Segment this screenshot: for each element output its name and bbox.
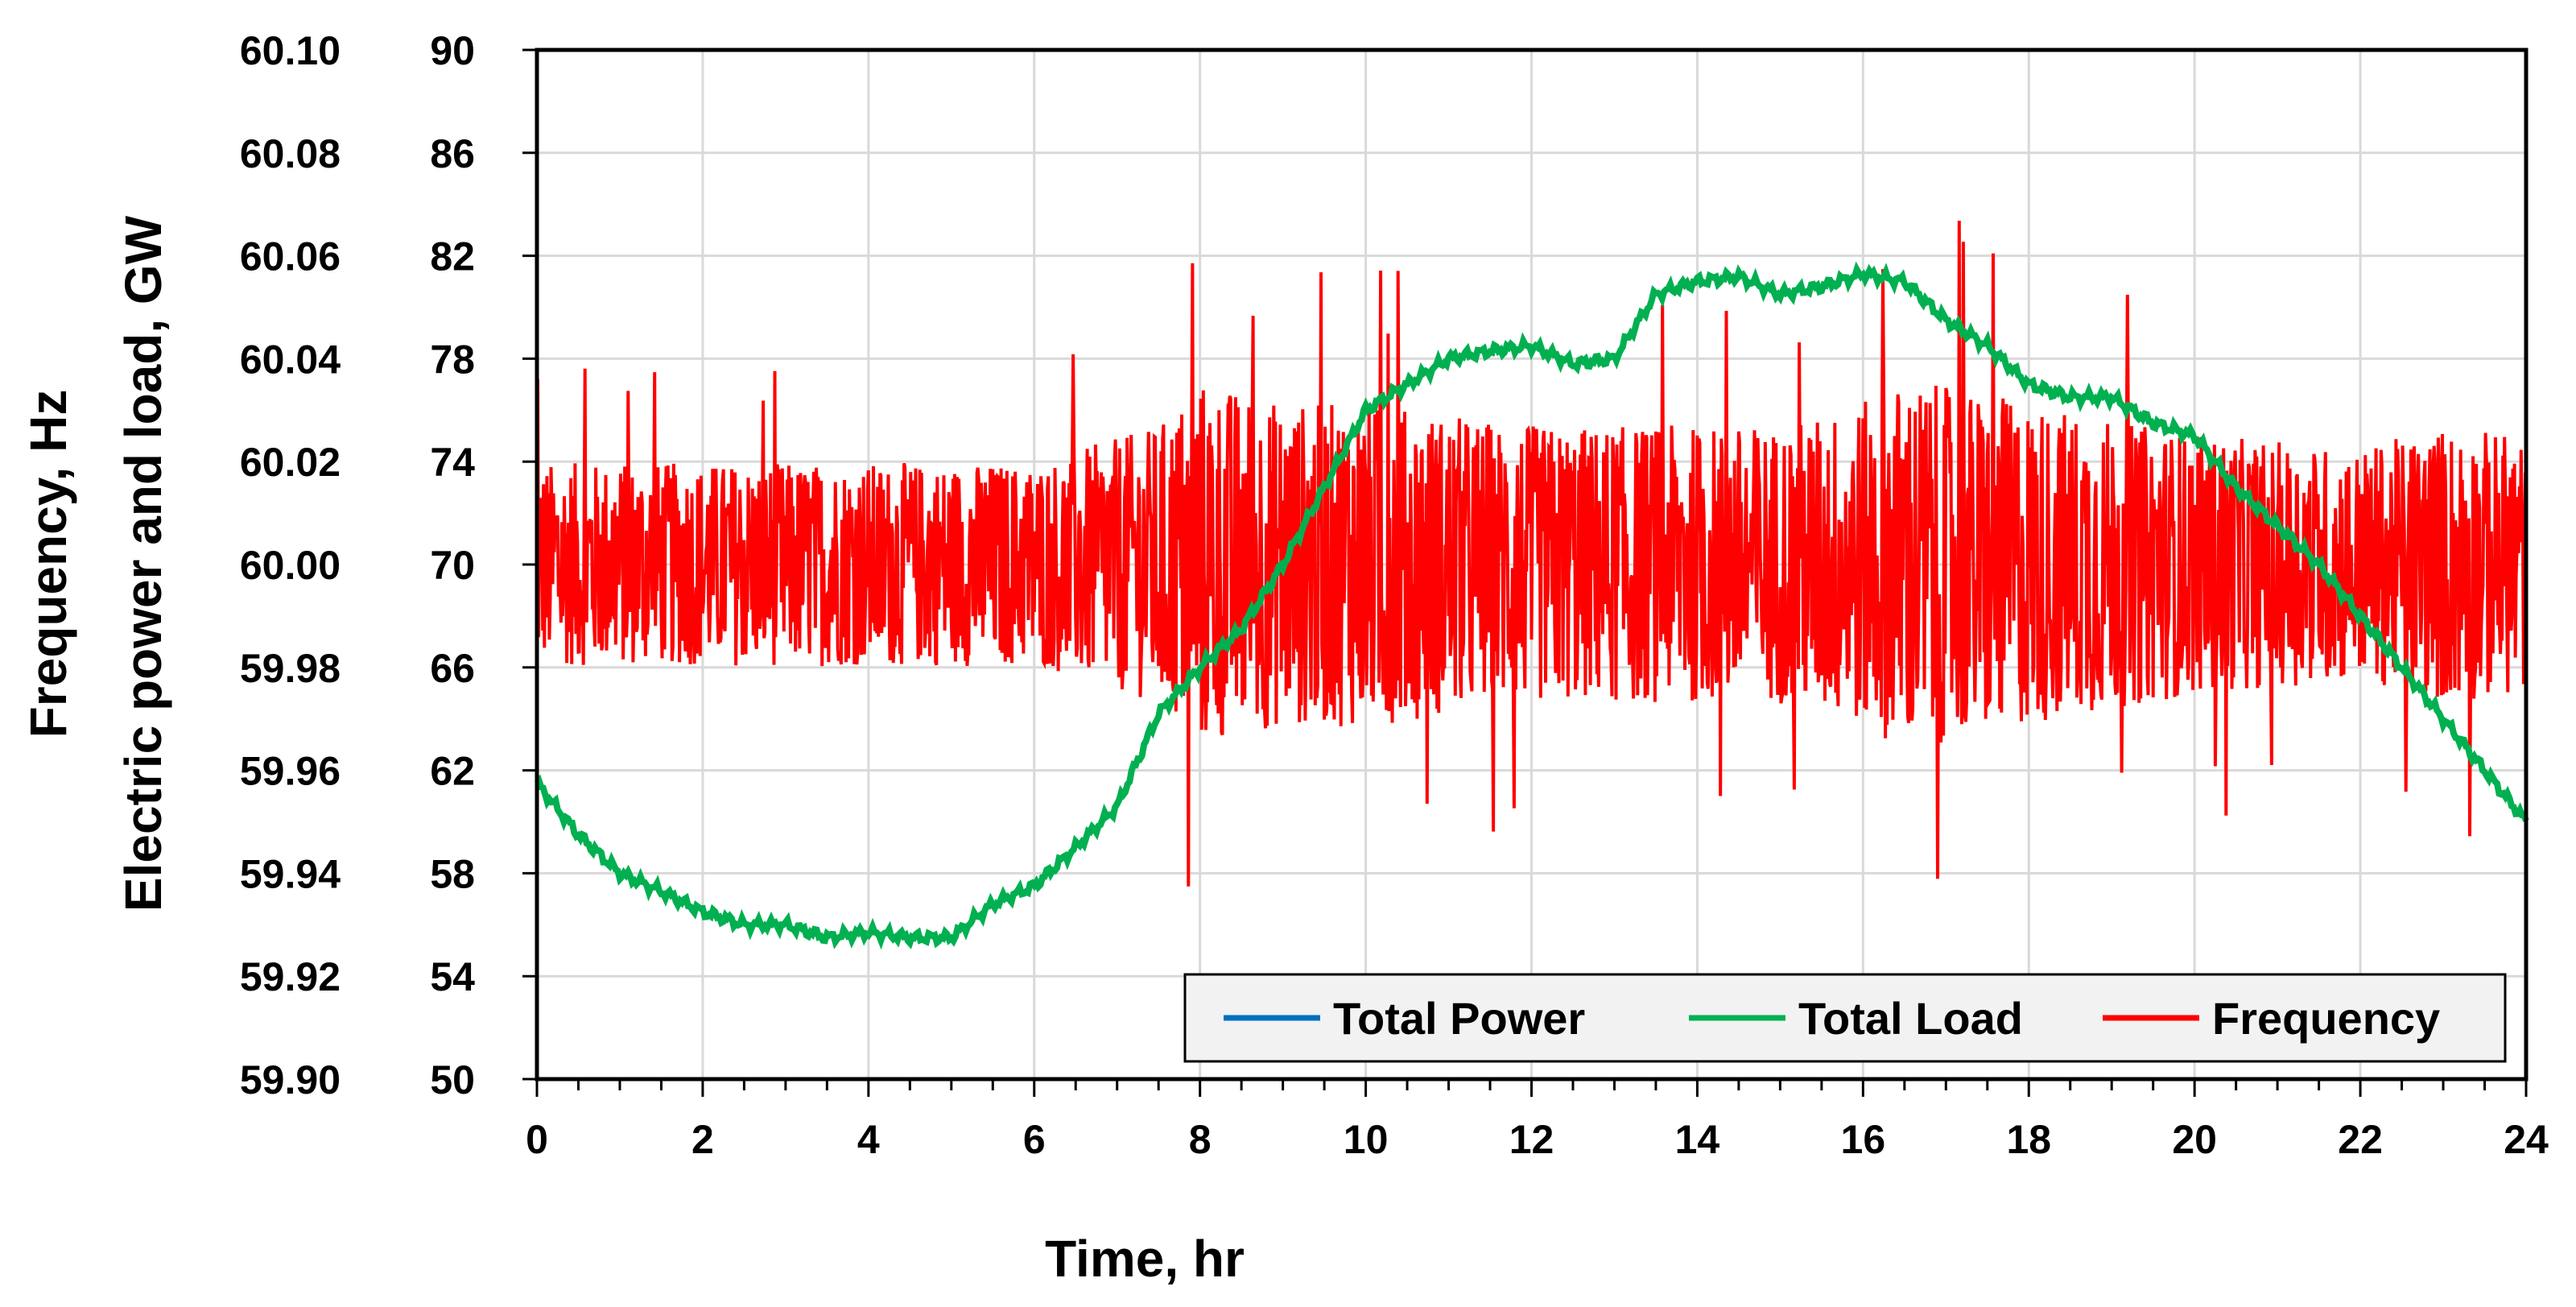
y-tick-label-frequency: 60.02 — [240, 440, 341, 485]
series-line-frequency — [535, 221, 2528, 887]
y-tick-label-frequency: 59.90 — [240, 1057, 341, 1102]
x-tick-label: 0 — [526, 1117, 548, 1162]
y-tick-label-power: 58 — [430, 851, 475, 896]
y-tick-label-power: 74 — [430, 440, 475, 485]
y-tick-label-frequency: 60.06 — [240, 234, 341, 279]
x-tick-label: 12 — [1509, 1117, 1554, 1162]
y-tick-label-frequency: 60.08 — [240, 131, 341, 176]
x-tick-label: 2 — [691, 1117, 714, 1162]
y-tick-label-frequency: 60.04 — [240, 337, 341, 382]
y-tick-label-power: 50 — [430, 1057, 475, 1102]
x-tick-label: 20 — [2172, 1117, 2217, 1162]
y-tick-label-power: 82 — [430, 234, 475, 279]
y-tick-label-frequency: 59.94 — [240, 851, 341, 896]
y-tick-label-frequency: 59.98 — [240, 646, 341, 691]
x-tick-label: 8 — [1189, 1117, 1212, 1162]
legend-label-frequency: Frequency — [2212, 993, 2440, 1044]
x-tick-label: 14 — [1675, 1117, 1720, 1162]
y-axis-title-power: Electric power and load, GW — [114, 215, 172, 912]
y-tick-label-frequency: 60.10 — [240, 28, 341, 73]
x-tick-label: 16 — [1841, 1117, 1886, 1162]
y-axis-ticks: 60.10 60.08 60.06 60.04 60.02 60.00 59.98 59.96… — [240, 28, 537, 1102]
y-tick-label-frequency: 59.92 — [240, 954, 341, 999]
y-tick-label-power: 70 — [430, 543, 475, 588]
x-tick-label: 22 — [2338, 1117, 2383, 1162]
series-line-total-load — [534, 261, 2529, 950]
x-tick-label: 18 — [2006, 1117, 2051, 1162]
legend-label-total-power: Total Power — [1333, 993, 1585, 1044]
legend-label-total-load: Total Load — [1798, 993, 2023, 1044]
y-axis-title-frequency: Frequency, Hz — [19, 390, 77, 738]
x-axis-ticks: 0 2 4 6 8 10 12 14 16 18 20 22 24 — [526, 1079, 2549, 1162]
y-tick-label-power: 78 — [430, 337, 475, 382]
series-layer — [534, 221, 2529, 950]
x-tick-label: 24 — [2504, 1117, 2549, 1162]
x-tick-label: 6 — [1023, 1117, 1046, 1162]
y-tick-label-frequency: 60.00 — [240, 543, 341, 588]
y-tick-label-power: 54 — [430, 954, 475, 999]
x-axis-title: Time, hr — [1045, 1230, 1245, 1288]
y-tick-label-power: 62 — [430, 749, 475, 794]
y-tick-label-frequency: 59.96 — [240, 749, 341, 794]
legend-box — [1183, 973, 2507, 1063]
x-tick-label: 10 — [1344, 1117, 1389, 1162]
y-tick-label-power: 90 — [430, 28, 475, 73]
y-tick-label-power: 66 — [430, 646, 475, 691]
x-tick-label: 4 — [857, 1117, 880, 1162]
y-tick-label-power: 86 — [430, 131, 475, 176]
legend: Total Power Total Load Frequency — [1183, 973, 2507, 1063]
